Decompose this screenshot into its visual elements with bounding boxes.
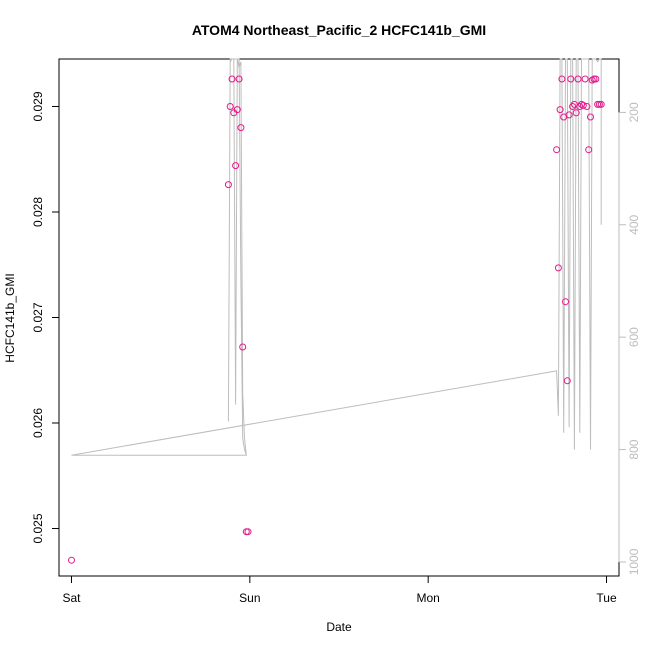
data-point	[237, 124, 245, 132]
point-series	[68, 75, 605, 564]
x-tick-label: Tue	[596, 591, 617, 605]
data-point	[232, 162, 240, 170]
x-axis: Sat Sun Mon Tue	[62, 575, 617, 605]
data-point	[572, 109, 580, 117]
data-point	[574, 75, 582, 83]
data-point	[226, 103, 234, 110]
data-point	[579, 101, 587, 109]
data-point	[592, 75, 600, 83]
y-axis: 0.025 0.026 0.027 0.028 0.029	[31, 91, 60, 544]
right-y-tick-label: 200	[627, 102, 641, 122]
y-tick-label: 0.026	[31, 408, 45, 438]
y-tick-label: 0.029	[31, 91, 45, 121]
data-point	[562, 298, 569, 306]
y-tick-label: 0.028	[31, 197, 45, 227]
data-point	[576, 103, 584, 110]
chart-title: ATOM4 Northeast_Pacific_2 HCFC141b_GMI	[192, 22, 486, 38]
line-series	[71, 58, 602, 456]
data-point	[224, 181, 232, 189]
data-point	[583, 103, 591, 110]
y-tick-label: 0.025	[31, 513, 45, 543]
y-tick-label: 0.027	[31, 302, 45, 332]
data-point	[588, 76, 596, 84]
data-point	[68, 556, 75, 564]
series-line	[71, 58, 602, 456]
data-point	[569, 103, 577, 110]
data-point	[228, 75, 236, 83]
data-point	[563, 377, 571, 385]
data-point	[235, 75, 243, 83]
data-point	[233, 106, 241, 114]
data-point	[558, 75, 566, 83]
y-axis-label: HCFC141b_GMI	[3, 273, 17, 362]
plot-frame	[58, 58, 620, 577]
x-tick-label: Mon	[417, 591, 440, 605]
data-point	[556, 106, 564, 114]
data-point	[565, 111, 573, 119]
data-point	[567, 75, 575, 83]
x-axis-label: Date	[326, 620, 352, 634]
data-point	[239, 343, 247, 351]
right-y-tick-label: 800	[627, 439, 641, 459]
data-point	[585, 146, 593, 154]
data-point	[581, 75, 589, 83]
x-tick-label: Sun	[239, 591, 260, 605]
data-point	[244, 528, 252, 536]
right-y-tick-label: 400	[627, 214, 641, 234]
data-point	[554, 264, 562, 272]
data-point	[587, 113, 594, 121]
right-y-tick-label: 600	[627, 327, 641, 347]
data-point	[597, 100, 605, 108]
x-tick-label: Sat	[62, 591, 81, 605]
data-point	[553, 146, 561, 154]
right-y-tick-label: 1000	[627, 548, 641, 575]
right-y-axis: 200 400 600 800 1000	[618, 102, 641, 575]
